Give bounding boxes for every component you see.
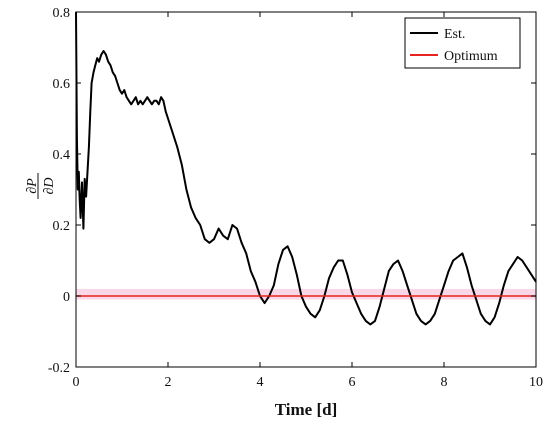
y-axis-label: ∂P ∂D: [25, 173, 57, 199]
y-axis-label-denominator: ∂D: [42, 177, 57, 194]
y-tick-label: 0.8: [53, 6, 71, 21]
legend-label-est: Est.: [444, 27, 465, 42]
legend-box: [404, 17, 521, 69]
x-tick-labels: 0 2 4 6 8 10: [73, 375, 544, 390]
optimum-band: [76, 288, 536, 300]
y-tick-label: -0.2: [48, 361, 70, 376]
x-axis-label: Time [d]: [275, 400, 338, 419]
optimum-band-layer: [76, 288, 536, 300]
x-tick-label: 6: [349, 375, 356, 390]
y-tick-label: 0.6: [53, 77, 71, 92]
x-tick-label: 10: [529, 375, 543, 390]
x-tick-label: 4: [257, 375, 264, 390]
series-layer: [75, 11, 537, 326]
ticks-layer: [75, 11, 537, 368]
legend: Est. Optimum: [404, 17, 521, 69]
y-tick-labels: -0.2 0 0.2 0.4 0.6 0.8: [48, 6, 70, 376]
x-tick-label: 8: [441, 375, 448, 390]
series-line-est: [75, 11, 537, 326]
legend-label-optimum: Optimum: [444, 49, 498, 64]
x-tick-label: 2: [165, 375, 172, 390]
y-tick-label: 0.4: [53, 148, 71, 163]
x-tick-label: 0: [73, 375, 80, 390]
y-axis-label-numerator: ∂P: [25, 178, 40, 194]
plot-frame: [75, 11, 537, 368]
y-tick-label: 0: [63, 290, 70, 305]
y-tick-label: 0.2: [53, 219, 71, 234]
